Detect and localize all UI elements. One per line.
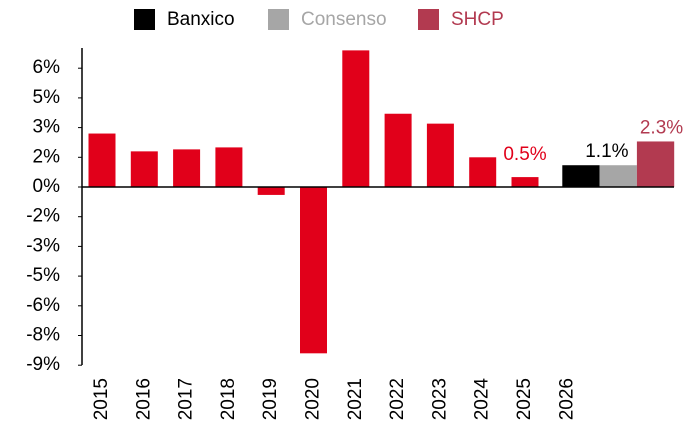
legend-label: Consenso xyxy=(301,9,387,30)
x-tick-label: 2021 xyxy=(345,378,366,420)
bar xyxy=(342,50,370,187)
x-tick-label: 2020 xyxy=(303,378,324,420)
bar xyxy=(384,113,412,187)
bar xyxy=(562,165,600,187)
y-tick-label: -9% xyxy=(26,354,60,375)
y-tick-label: -2% xyxy=(26,206,60,227)
y-tick-label: 6% xyxy=(33,57,61,78)
bar xyxy=(173,149,201,187)
x-tick-label: 2019 xyxy=(260,378,281,420)
bar xyxy=(636,141,675,187)
x-tick-label: 2024 xyxy=(472,378,493,421)
legend-label: Banxico xyxy=(167,9,235,30)
y-tick-label: -6% xyxy=(26,295,60,316)
y-tick-label: 3% xyxy=(33,117,61,138)
y-tick-label: -3% xyxy=(26,235,60,256)
y-tick-label: -8% xyxy=(26,325,60,346)
bar xyxy=(215,147,243,187)
y-tick-label: 2% xyxy=(33,146,61,167)
x-tick-label: 2017 xyxy=(176,378,197,420)
data-label: 2.3% xyxy=(640,117,683,138)
y-tick-label: 5% xyxy=(33,87,61,108)
x-tick-label: 2022 xyxy=(387,378,408,420)
x-tick-label: 2026 xyxy=(556,378,577,420)
bar xyxy=(257,187,285,195)
y-tick-label: -5% xyxy=(26,265,60,286)
legend-swatch xyxy=(134,9,155,30)
bar xyxy=(511,177,539,187)
x-tick-label: 2016 xyxy=(133,378,154,420)
bar xyxy=(88,133,116,187)
x-tick-label: 2025 xyxy=(514,378,535,420)
data-label: 0.5% xyxy=(503,144,546,165)
y-tick-label: 0% xyxy=(33,176,61,197)
bar xyxy=(469,157,497,187)
bar xyxy=(599,165,637,187)
data-label: 1.1% xyxy=(585,141,628,162)
x-tick-label: 2023 xyxy=(429,378,450,420)
x-tick-label: 2018 xyxy=(218,378,239,420)
legend-label: SHCP xyxy=(451,9,504,30)
legend-swatch xyxy=(418,9,439,30)
bar xyxy=(130,151,158,187)
bar xyxy=(300,187,327,354)
legend-swatch xyxy=(268,9,289,30)
x-tick-label: 2015 xyxy=(91,378,112,420)
bar xyxy=(426,123,454,187)
